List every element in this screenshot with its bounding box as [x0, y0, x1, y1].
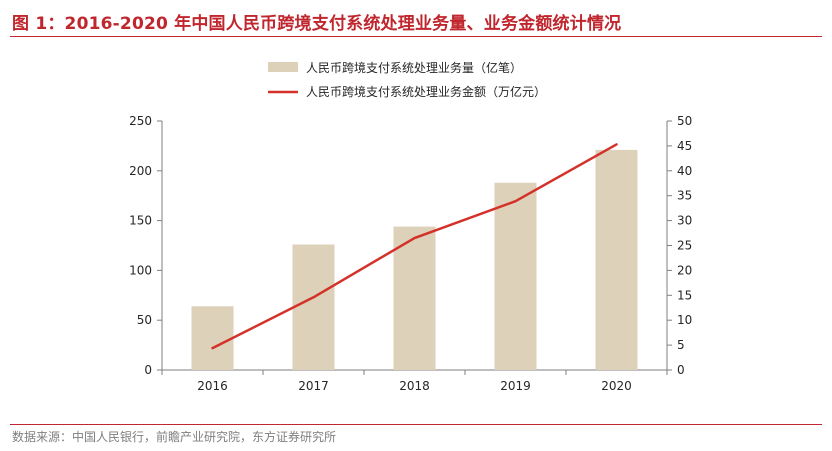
source-note: 数据来源：中国人民银行，前瞻产业研究院，东方证券研究所 — [12, 430, 337, 444]
legend-swatch-bar — [268, 62, 298, 72]
right-axis-tick-label: 40 — [677, 164, 692, 178]
left-axis-tick-label: 50 — [137, 313, 152, 327]
bar — [494, 182, 537, 370]
right-axis-tick-label: 20 — [677, 263, 692, 277]
right-axis-tick-label: 35 — [677, 189, 692, 203]
left-axis-tick-label: 100 — [129, 263, 152, 277]
left-axis-tick-label: 150 — [129, 214, 152, 228]
x-axis-tick-label: 2019 — [500, 379, 531, 393]
line-point — [312, 296, 315, 299]
line-point — [211, 347, 214, 349]
right-axis-tick-label: 25 — [677, 239, 692, 253]
bar — [191, 306, 234, 370]
left-axis-tick-label: 200 — [129, 164, 152, 178]
right-axis-tick-label: 15 — [677, 288, 692, 302]
line-series — [211, 143, 618, 350]
bar — [595, 149, 638, 370]
right-axis-tick-label: 50 — [677, 114, 692, 128]
left-axis-tick-label: 0 — [144, 363, 152, 377]
right-axis-tick-label: 0 — [677, 363, 685, 377]
x-axis-tick-label: 2017 — [298, 379, 329, 393]
x-axis-tick-label: 2018 — [399, 379, 430, 393]
bar-series — [191, 149, 638, 370]
footer-rule — [10, 424, 822, 425]
legend-label-line: 人民币跨境支付系统处理业务金额（万亿元） — [306, 84, 546, 99]
x-axis-tick-label: 2020 — [601, 379, 632, 393]
right-axis-tick-label: 10 — [677, 313, 692, 327]
title-rule — [10, 36, 822, 37]
legend-label-bar: 人民币跨境支付系统处理业务量（亿笔） — [306, 60, 522, 75]
right-axis-tick-label: 30 — [677, 214, 692, 228]
line-point — [413, 237, 416, 239]
legend: 人民币跨境支付系统处理业务量（亿笔） 人民币跨境支付系统处理业务金额（万亿元） — [268, 60, 546, 99]
right-axis-tick-label: 5 — [677, 338, 685, 352]
bar — [393, 226, 436, 370]
right-axis-tick-label: 45 — [677, 139, 692, 153]
line-point — [615, 143, 618, 146]
x-axis-tick-label: 2016 — [197, 379, 228, 393]
figure-title: 图 1：2016-2020 年中国人民币跨境支付系统处理业务量、业务金额统计情况 — [12, 14, 622, 34]
line-point — [514, 200, 517, 202]
left-axis-tick-label: 250 — [129, 114, 152, 128]
bar — [292, 244, 335, 370]
